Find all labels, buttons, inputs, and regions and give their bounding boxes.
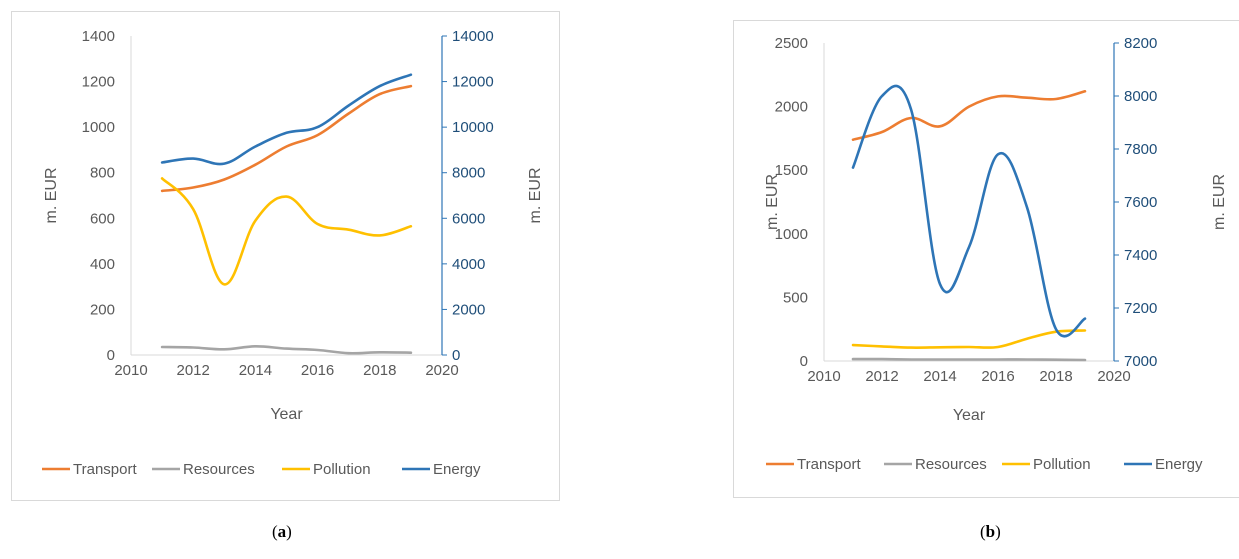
y-tick-label: 800: [90, 165, 115, 182]
legend-label-resources: Resources: [915, 456, 987, 473]
series-line-transport: [160, 84, 413, 193]
legend-label-transport: Transport: [73, 461, 137, 478]
y2-tick-label: 7200: [1124, 300, 1157, 317]
y-tick-label: 200: [90, 301, 115, 318]
y2-tick-label: 10000: [452, 119, 494, 136]
y-tick-label: 2000: [775, 99, 808, 116]
legend-label-pollution: Pollution: [313, 461, 371, 478]
y2-axis-title: m. EUR: [527, 168, 544, 224]
x-tick-label: 2018: [363, 362, 396, 379]
x-tick-label: 2018: [1039, 368, 1072, 385]
x-axis-title: Year: [953, 407, 986, 424]
y-axis-title: m. EUR: [764, 174, 781, 230]
y2-tick-label: 0: [452, 347, 460, 364]
y2-tick-label: 7800: [1124, 141, 1157, 158]
y2-tick-label: 6000: [452, 210, 485, 227]
y2-tick-label: 7000: [1124, 353, 1157, 370]
y2-tick-label: 4000: [452, 256, 485, 273]
series-resources: [160, 344, 413, 355]
x-tick-label: 2016: [301, 362, 334, 379]
y2-tick-label: 12000: [452, 74, 494, 91]
x-axis-title: Year: [270, 406, 303, 423]
series-line-energy: [160, 73, 413, 166]
y-tick-label: 1500: [775, 162, 808, 179]
y2-tick-label: 2000: [452, 301, 485, 318]
x-tick-label: 2010: [807, 368, 840, 385]
y-tick-label: 1000: [82, 119, 115, 136]
y-tick-label: 0: [800, 353, 808, 370]
series-resources: [851, 357, 1087, 362]
y2-tick-label: 14000: [452, 28, 494, 45]
y-tick-label: 1200: [82, 74, 115, 91]
y2-tick-label: 8000: [452, 165, 485, 182]
x-tick-label: 2020: [425, 362, 458, 379]
y-tick-label: 0: [107, 347, 115, 364]
series-line-pollution: [851, 329, 1087, 349]
x-tick-label: 2012: [865, 368, 898, 385]
x-tick-label: 2014: [923, 368, 956, 385]
series-line-transport: [851, 90, 1087, 141]
y-axis-title: m. EUR: [43, 168, 60, 224]
y2-tick-label: 8200: [1124, 35, 1157, 52]
y-tick-label: 400: [90, 256, 115, 273]
series-pollution: [851, 329, 1087, 349]
y2-tick-label: 7400: [1124, 247, 1157, 264]
series-line-pollution: [160, 177, 413, 286]
series-energy: [160, 73, 413, 166]
legend: Transport Resources Pollution Energy: [42, 461, 481, 478]
caption-b: (b): [980, 522, 1001, 541]
chart-panel-b: 0 500 1000 1500 2000 2500 7000 7200 7400 7600 7800…: [733, 20, 1239, 498]
y-tick-label: 2500: [775, 35, 808, 52]
legend-label-energy: Energy: [433, 461, 481, 478]
series-pollution: [160, 177, 413, 286]
series-line-energy: [851, 84, 1087, 338]
legend: Transport Resources Pollution Energy: [766, 456, 1203, 473]
y-tick-label: 500: [783, 289, 808, 306]
chart-panel-a: 0 200 400 600 800 1000 1200 1400 0 2000 4000 6000 80…: [11, 11, 560, 501]
y-tick-label: 1000: [775, 226, 808, 243]
legend-label-transport: Transport: [797, 456, 861, 473]
chart-b: 0 500 1000 1500 2000 2500 7000 7200 7400 7600 7800…: [764, 35, 1228, 473]
x-tick-label: 2020: [1097, 368, 1130, 385]
series-transport: [160, 84, 413, 193]
x-tick-label: 2014: [239, 362, 272, 379]
legend-label-energy: Energy: [1155, 456, 1203, 473]
x-tick-label: 2010: [114, 362, 147, 379]
x-tick-label: 2016: [981, 368, 1014, 385]
legend-label-resources: Resources: [183, 461, 255, 478]
series-line-resources: [851, 357, 1087, 362]
y2-axis-title: m. EUR: [1211, 174, 1228, 230]
chart-a: 0200400600800100012001400020004000600080…: [42, 28, 544, 478]
y-tick-label: 600: [90, 210, 115, 227]
y2-tick-label: 7600: [1124, 194, 1157, 211]
y-tick-label: 1400: [82, 28, 115, 45]
y2-tick-label: 8000: [1124, 88, 1157, 105]
series-line-resources: [160, 344, 413, 355]
x-tick-label: 2012: [177, 362, 210, 379]
legend-label-pollution: Pollution: [1033, 456, 1091, 473]
series-transport: [851, 90, 1087, 141]
series-energy: [851, 84, 1087, 338]
caption-a: (a): [272, 522, 292, 541]
